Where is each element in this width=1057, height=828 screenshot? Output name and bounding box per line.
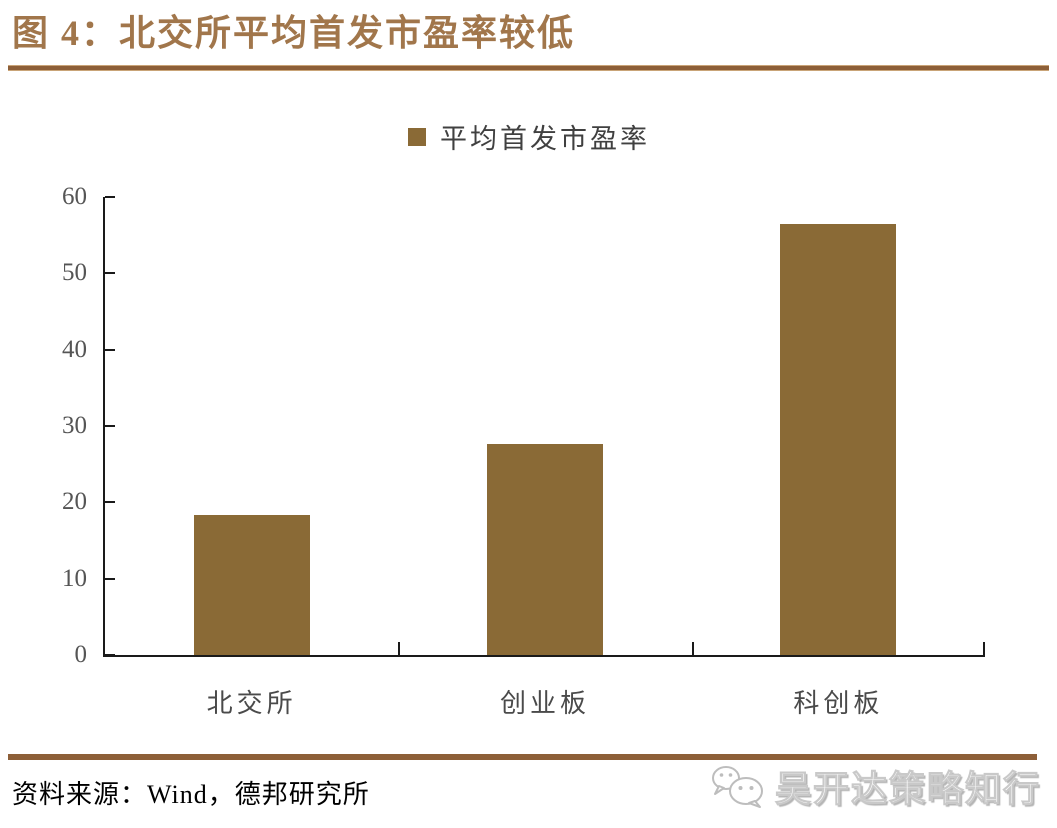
bar-2 <box>487 444 603 655</box>
y-axis-tick <box>105 501 115 504</box>
title-divider <box>8 65 1049 71</box>
bar-chart-plot-area: 0 10 20 30 40 50 60 北交所 创业板 科创板 <box>62 183 985 718</box>
y-axis-tick <box>105 348 115 351</box>
y-axis-tick-label: 50 <box>62 259 87 287</box>
y-axis-tick <box>105 577 115 580</box>
source-note: 资料来源：Wind，德邦研究所 <box>12 780 370 809</box>
y-axis-tick-label: 40 <box>62 335 87 363</box>
legend-label: 平均首发市盈率 <box>440 124 650 154</box>
y-axis-tick <box>105 425 115 427</box>
x-category-label: 科创板 <box>793 689 884 718</box>
y-axis-tick-label: 30 <box>62 412 87 439</box>
chart-legend: 平均首发市盈率 <box>408 117 650 156</box>
footer-divider <box>8 754 1037 760</box>
y-axis-tick-label: 60 <box>62 183 87 210</box>
x-axis-tick <box>983 642 985 655</box>
figure-title: 图 4：北交所平均首发市盈率较低 <box>12 13 576 53</box>
x-axis-tick <box>398 642 401 655</box>
y-axis-tick-label: 20 <box>62 488 87 516</box>
x-category-label: 北交所 <box>206 689 297 718</box>
x-category-label: 创业板 <box>499 689 590 718</box>
y-axis-tick-label: 0 <box>74 641 88 668</box>
legend-swatch-icon <box>408 127 426 146</box>
wechat-icon <box>711 766 763 808</box>
y-axis-tick-label: 10 <box>62 564 87 592</box>
watermark-text: 吴开达策略知行 <box>774 769 1041 810</box>
y-axis-tick <box>105 272 115 275</box>
bar-3 <box>780 224 897 655</box>
y-axis-tick <box>105 196 115 198</box>
bar-1 <box>193 514 310 655</box>
y-axis-tick <box>105 654 115 656</box>
watermark: 吴开达策略知行 <box>709 760 1041 812</box>
x-axis-tick <box>691 642 694 655</box>
